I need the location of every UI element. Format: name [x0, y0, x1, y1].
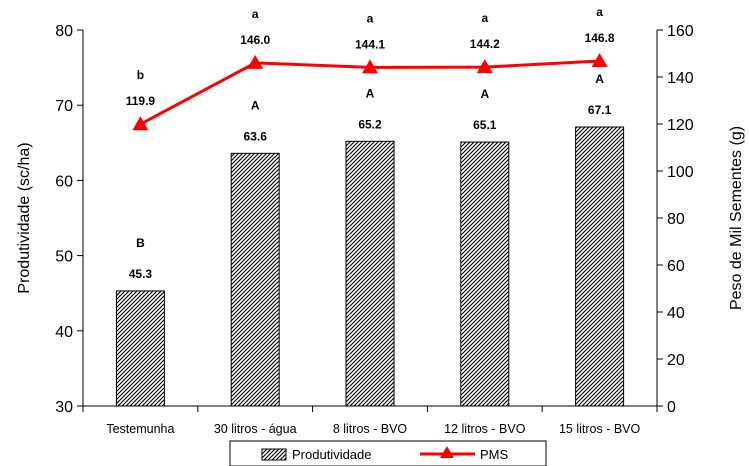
axes: 30 40 50 60 70 80 0 20 40 60 80 100 120 140 160 Testemu… — [16, 23, 745, 436]
pms-line — [132, 53, 608, 131]
x-tick-label: Testemunha — [106, 422, 174, 436]
bar-0 — [115, 290, 165, 407]
bar-letter-label: A — [480, 87, 489, 101]
y2-tick-label: 120 — [667, 117, 694, 134]
bar-value-label: 65.1 — [473, 118, 497, 132]
y2-tick-label: 140 — [667, 70, 694, 87]
legend: Produtividade PMS — [229, 440, 547, 466]
y2-axis-title: Peso de Mil Sementes (g) — [728, 126, 745, 310]
bar-value-label: 67.1 — [588, 103, 612, 117]
legend-label-produtividade: Produtividade — [292, 447, 372, 462]
x-tick-label: 12 litros - BVO — [444, 422, 526, 436]
pms-value-label: 146.0 — [240, 33, 270, 47]
pms-value-label: 119.9 — [126, 94, 156, 108]
data-labels: 45.3 B 63.6 A 65.2 A 65.1 A 67.1 A 119.9 b 146.0 a 144… — [126, 5, 615, 281]
bar-value-label: 45.3 — [129, 267, 153, 281]
x-tick-label: 15 litros - BVO — [559, 422, 641, 436]
pms-letter-label: a — [252, 7, 259, 21]
bar-value-label: 63.6 — [244, 129, 268, 143]
pms-point — [591, 53, 608, 68]
bars — [115, 126, 625, 407]
bar-3 — [460, 141, 510, 407]
y-tick-label: 80 — [55, 23, 73, 40]
legend-swatch-marker — [440, 446, 454, 458]
legend-label-pms: PMS — [480, 447, 509, 462]
pms-point — [362, 59, 378, 74]
bar-letter-label: B — [136, 236, 145, 250]
bar-letter-label: A — [251, 98, 260, 112]
y2-tick-label: 20 — [667, 352, 685, 369]
y2-tick-label: 80 — [667, 211, 685, 228]
y-tick-label: 40 — [55, 324, 73, 341]
pms-letter-label: a — [481, 11, 488, 25]
pms-point — [132, 116, 149, 131]
pms-value-label: 146.8 — [585, 31, 615, 45]
y-axis-title: Produtividade (sc/ha) — [16, 142, 33, 293]
y-tick-label: 60 — [55, 173, 73, 190]
pms-letter-label: a — [367, 11, 374, 25]
y2-tick-label: 60 — [667, 258, 685, 275]
pms-value-label: 144.2 — [470, 37, 500, 51]
pms-point — [476, 59, 493, 74]
y-tick-label: 70 — [55, 98, 73, 115]
x-tick-label: 30 litros - água — [214, 422, 297, 436]
bar-letter-label: A — [366, 86, 375, 100]
legend-swatch-bar — [261, 448, 287, 461]
bar-value-label: 65.2 — [358, 117, 382, 131]
y2-tick-label: 40 — [667, 305, 685, 322]
bar-4 — [575, 126, 625, 407]
y2-tick-label: 100 — [667, 164, 694, 181]
y-tick-label: 50 — [55, 249, 73, 266]
pms-letter-label: b — [137, 68, 144, 82]
bar-2 — [345, 140, 395, 407]
bar-letter-label: A — [595, 72, 604, 86]
bar-1 — [230, 152, 280, 407]
pms-letter-label: a — [596, 5, 603, 19]
x-tick-label: 8 litros - BVO — [333, 422, 408, 436]
y2-tick-label: 160 — [667, 23, 694, 40]
pms-point — [247, 54, 264, 69]
pms-value-label: 144.1 — [355, 37, 385, 51]
y-tick-label: 30 — [55, 399, 73, 416]
y2-tick-label: 0 — [667, 399, 676, 416]
